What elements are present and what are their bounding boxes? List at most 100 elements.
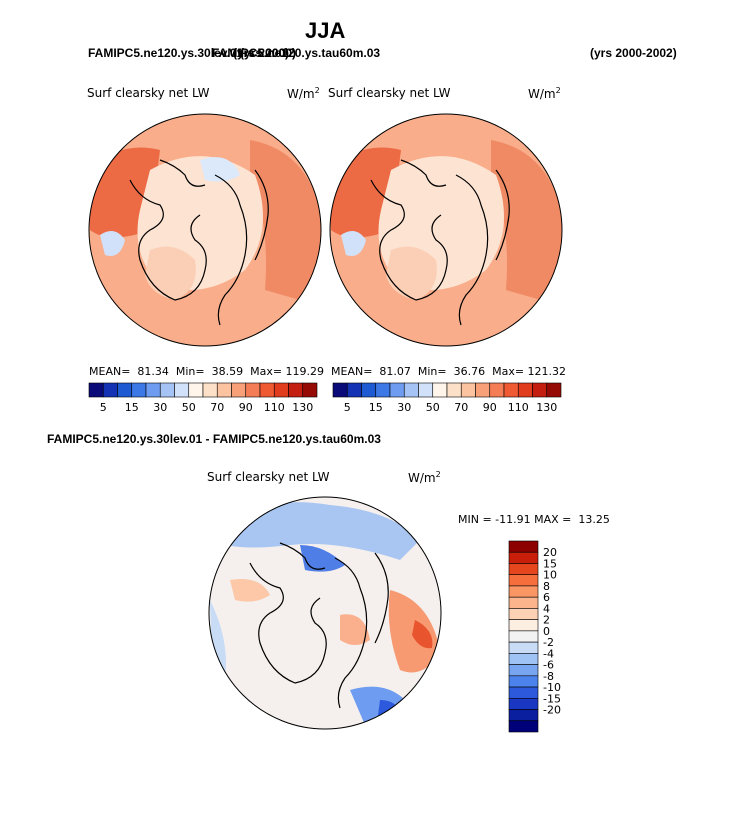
colorbar-right-label: 5 xyxy=(344,401,351,414)
colorbar-left: 5 15 30 50 70 90 110 130 xyxy=(88,382,318,414)
colorbar-left-swatch xyxy=(245,382,261,398)
left-panel-title: Surf clearsky net LW xyxy=(87,86,210,100)
colorbar-left-swatch xyxy=(102,382,118,398)
diff-header: FAMIPC5.ne120.ys.30lev.01 - FAMIPC5.ne12… xyxy=(47,432,381,446)
colorbar-diff-label: 0 xyxy=(543,625,550,638)
colorbar-diff-swatch xyxy=(508,608,539,620)
colorbar-right-swatch xyxy=(460,382,476,398)
colorbar-right-swatch xyxy=(503,382,519,398)
colorbar-left-swatch xyxy=(216,382,232,398)
left-map-warm-region-e xyxy=(250,140,321,300)
left-map-greenland xyxy=(145,246,196,300)
colorbar-diff-label: 15 xyxy=(543,557,557,570)
right-panel-title: Surf clearsky net LW xyxy=(328,86,451,100)
left-panel-units: W/m2 xyxy=(287,86,320,101)
right-map-border xyxy=(329,113,563,347)
colorbar-left-label: 70 xyxy=(210,401,224,414)
colorbar-diff-label: -6 xyxy=(543,659,554,672)
colorbar-diff-label: 4 xyxy=(543,602,550,615)
case-years-a: (yrs 2000) xyxy=(233,46,290,60)
right-map-greenland xyxy=(386,246,437,300)
diff-map-warm-west xyxy=(230,579,270,602)
colorbar-diff-swatch xyxy=(508,675,539,688)
colorbar-left-swatch xyxy=(288,382,304,398)
colorbar-left-label: 130 xyxy=(292,401,313,414)
page-title: JJA xyxy=(305,18,346,43)
colorbar-right-label: 50 xyxy=(426,401,440,414)
colorbar-right: 5 15 30 50 70 90 110 130 xyxy=(332,382,562,414)
right-polar-map xyxy=(330,114,562,346)
colorbar-right-swatch xyxy=(389,382,405,398)
left-map-coastlines xyxy=(129,159,269,326)
colorbar-diff-label: 20 xyxy=(543,546,557,559)
diff-minmax: MIN = -11.91 MAX = 13.25 xyxy=(458,513,610,526)
diff-map-background xyxy=(209,497,441,729)
colorbar-right-label: 130 xyxy=(536,401,557,414)
colorbar-diff-swatch xyxy=(508,630,539,643)
colorbar-left-swatch xyxy=(117,382,133,398)
right-map-cool-patch xyxy=(341,231,366,256)
colorbar-diff-swatch xyxy=(508,664,539,677)
colorbar-diff-label: 10 xyxy=(543,569,557,582)
colorbar-diff-swatch xyxy=(508,596,539,609)
colorbar-left-label: 90 xyxy=(239,401,253,414)
colorbar-right-swatch xyxy=(446,382,462,398)
diff-panel-units: W/m2 xyxy=(408,470,441,485)
left-map-cool-patch xyxy=(200,157,240,182)
case-name-a: FAMIPC5.ne120.ys.30lev.01 xyxy=(88,46,244,60)
colorbar-diff-label: 8 xyxy=(543,580,550,593)
right-panel-stats: MEAN= 81.07 Min= 36.76 Max= 121.32 xyxy=(331,365,567,378)
colorbar-right-swatch xyxy=(403,382,419,398)
colorbar-right-label: 70 xyxy=(454,401,468,414)
colorbar-left-label: 110 xyxy=(264,401,285,414)
colorbar-left-swatch xyxy=(188,382,204,398)
colorbar-right-swatch xyxy=(489,382,505,398)
years-right: (yrs 2000-2002) xyxy=(590,46,677,60)
colorbar-left-label: 15 xyxy=(125,401,139,414)
colorbar-diff-label: 2 xyxy=(543,614,550,627)
diff-map-strong-warm xyxy=(412,620,433,649)
left-panel-stats: MEAN= 81.34 Min= 38.59 Max= 119.29 xyxy=(89,365,325,378)
colorbar-left-swatch xyxy=(88,382,104,398)
colorbar-left-swatch xyxy=(174,382,190,398)
colorbar-right-label: 30 xyxy=(397,401,411,414)
colorbar-diff-label: -15 xyxy=(543,692,561,705)
right-panel-units: W/m2 xyxy=(528,86,561,101)
colorbar-right-label: 90 xyxy=(483,401,497,414)
diff-map-warm-center xyxy=(340,614,370,645)
diff-map-cool-north xyxy=(220,502,420,560)
colorbar-diff-swatch xyxy=(508,551,539,564)
colorbar-right-swatch xyxy=(332,382,348,398)
colorbar-diff-swatch xyxy=(508,563,539,576)
colorbar-right-swatch xyxy=(532,382,548,398)
colorbar-left-label: 5 xyxy=(100,401,107,414)
colorbar-right-label: 110 xyxy=(508,401,529,414)
left-polar-map xyxy=(89,114,321,346)
colorbar-left-swatch xyxy=(159,382,175,398)
colorbar-right-swatch xyxy=(346,382,362,398)
colorbar-left-swatch xyxy=(273,382,289,398)
colorbar-diff-swatch xyxy=(508,574,539,587)
colorbar-left-swatch xyxy=(131,382,147,398)
colorbar-left-label: 50 xyxy=(182,401,196,414)
colorbar-left-swatch xyxy=(145,382,161,398)
colorbar-diff-swatch xyxy=(508,585,539,598)
colorbar-right-swatch xyxy=(517,382,533,398)
colorbar-diff-swatch xyxy=(508,686,539,699)
left-map-border xyxy=(88,113,322,347)
colorbar-diff-label: -4 xyxy=(543,647,554,660)
colorbar-diff-label: 6 xyxy=(543,591,550,604)
colorbar-diff-swatch xyxy=(508,709,539,722)
diff-polar-map xyxy=(209,497,441,729)
right-map-coastlines xyxy=(370,159,510,326)
diff-panel-title: Surf clearsky net LW xyxy=(207,470,330,484)
colorbar-diff-label: -10 xyxy=(543,681,561,694)
colorbar-diff-label: -2 xyxy=(543,636,554,649)
colorbar-diff-swatch xyxy=(508,540,539,553)
case-years-b: (yrs 2000) xyxy=(240,46,297,60)
diff-map-coastlines xyxy=(249,542,389,709)
colorbar-right-swatch xyxy=(375,382,391,398)
left-map-cool-patch-2 xyxy=(100,231,125,256)
colorbar-diff-label: -20 xyxy=(543,704,561,717)
